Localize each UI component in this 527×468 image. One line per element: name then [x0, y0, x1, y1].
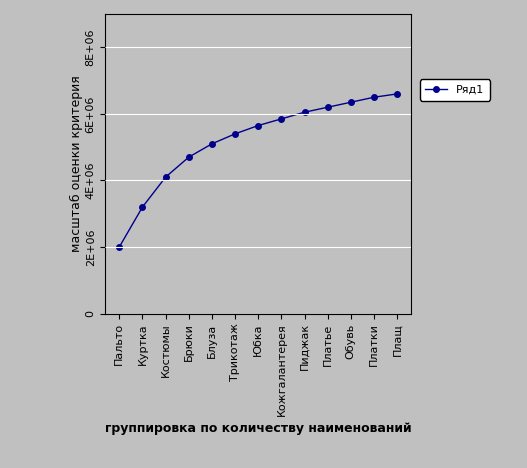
Ряд1	[371, 95, 377, 100]
X-axis label: группировка по количеству наименований: группировка по количеству наименований	[105, 422, 412, 435]
Ряд1	[162, 174, 169, 180]
Ряд1	[232, 131, 238, 137]
Legend: Ряд1: Ряд1	[419, 80, 490, 101]
Ряд1	[255, 123, 261, 128]
Ряд1	[348, 99, 354, 105]
Ряд1	[116, 244, 122, 250]
Ряд1	[209, 141, 215, 146]
Ряд1	[394, 91, 401, 97]
Line: Ряд1: Ряд1	[116, 91, 400, 250]
Y-axis label: масштаб оценки критерия: масштаб оценки критерия	[70, 75, 83, 252]
Ряд1	[325, 104, 331, 110]
Ряд1	[301, 110, 308, 115]
Ряд1	[186, 154, 192, 160]
Ряд1	[278, 116, 285, 122]
Ряд1	[139, 204, 145, 210]
